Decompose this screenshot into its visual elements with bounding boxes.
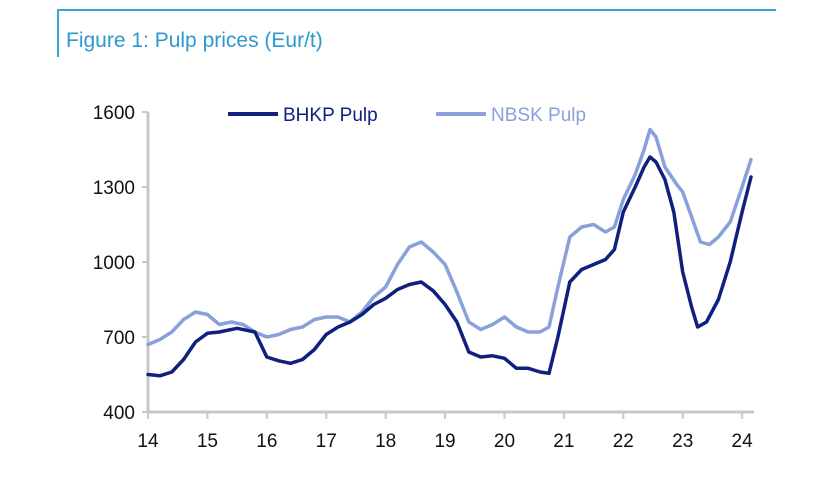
x-tick-label: 16: [256, 431, 277, 452]
x-tick-label: 15: [197, 431, 218, 452]
x-tick-label: 20: [494, 431, 515, 452]
figure-title: Figure 1: Pulp prices (Eur/t): [66, 29, 323, 52]
bhkp-pulp-line: [146, 155, 753, 378]
x-tick-label: 21: [553, 431, 574, 452]
y-tick-label: 1300: [93, 178, 135, 199]
y-tick-label: 1600: [93, 103, 135, 124]
y-tick-label: 1000: [93, 253, 135, 274]
title-rule-left: [57, 9, 59, 57]
x-tick-label: 24: [732, 431, 754, 452]
x-tick-label: 17: [316, 431, 337, 452]
x-tick-label: 19: [434, 431, 455, 452]
y-tick-label: 700: [103, 328, 135, 349]
x-tick-label: 22: [613, 431, 634, 452]
title-rule-top: [57, 9, 776, 11]
x-tick-label: 14: [137, 431, 159, 452]
legend-label-bhkp-pulp: BHKP Pulp: [283, 105, 378, 126]
x-tick-label: 23: [672, 431, 693, 452]
y-tick-label: 400: [103, 403, 135, 424]
x-tick-label: 18: [375, 431, 396, 452]
legend-label-nbsk-pulp: NBSK Pulp: [491, 105, 586, 126]
